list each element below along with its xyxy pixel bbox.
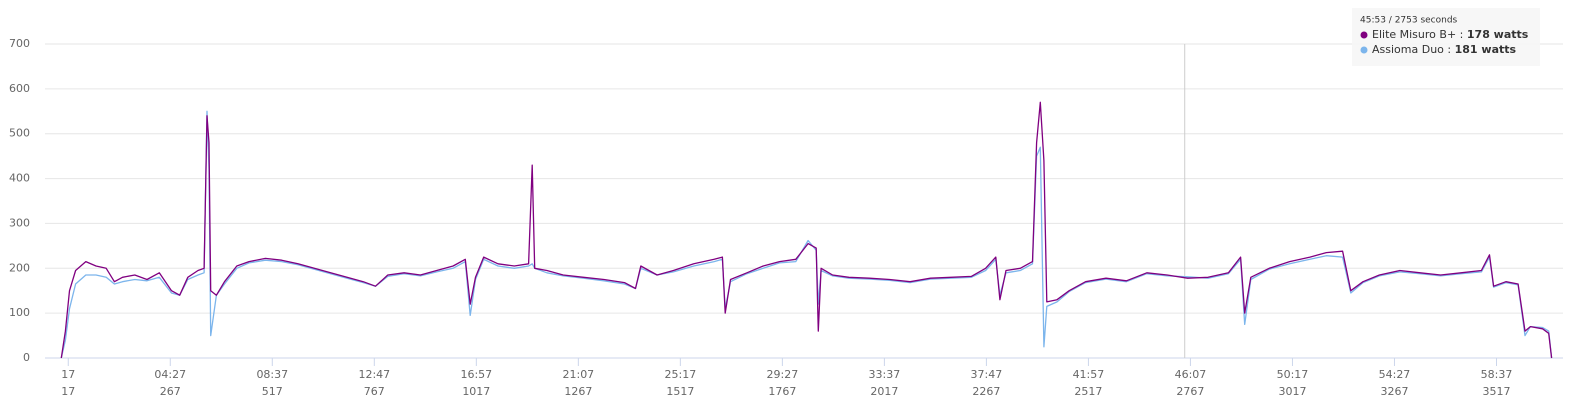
x-tick-label: 12:47 <box>358 368 390 381</box>
x-tick-seconds-label: 3517 <box>1482 385 1510 398</box>
x-tick-label: 33:37 <box>869 368 901 381</box>
y-tick-label: 0 <box>23 351 30 364</box>
tooltip-dot <box>1360 46 1368 54</box>
x-tick-label: 54:27 <box>1379 368 1411 381</box>
series-line <box>60 110 1553 359</box>
x-tick-label: 50:17 <box>1277 368 1309 381</box>
x-tick-seconds-label: 2267 <box>972 385 1000 398</box>
x-tick-label: 08:37 <box>256 368 288 381</box>
x-tick-seconds-label: 17 <box>61 385 75 398</box>
x-tick-seconds-label: 3267 <box>1380 385 1408 398</box>
x-tick-seconds-label: 767 <box>364 385 385 398</box>
y-tick-label: 300 <box>9 216 30 229</box>
x-tick-seconds-label: 1017 <box>462 385 490 398</box>
x-tick-label: 41:57 <box>1073 368 1105 381</box>
tooltip: 45:53 / 2753 seconds Elite Misuro B+ : 17… <box>1352 8 1540 66</box>
x-tick-seconds-label: 3017 <box>1278 385 1306 398</box>
y-tick-label: 100 <box>9 306 30 319</box>
x-tick-label: 25:17 <box>665 368 697 381</box>
x-tick-seconds-label: 2517 <box>1074 385 1102 398</box>
x-tick-label: 37:47 <box>971 368 1003 381</box>
tooltip-dot <box>1360 31 1368 39</box>
x-tick-seconds-label: 1767 <box>768 385 796 398</box>
x-tick-seconds-label: 2017 <box>870 385 898 398</box>
x-tick-label: 17 <box>61 368 75 381</box>
x-tick-seconds-label: 517 <box>262 385 283 398</box>
x-tick-seconds-label: 2767 <box>1176 385 1204 398</box>
tooltip-text: 181 watts <box>1455 43 1517 56</box>
tooltip-text: Elite Misuro B+ <box>1372 28 1456 41</box>
x-tick-label: 46:07 <box>1175 368 1207 381</box>
y-tick-label: 400 <box>9 172 30 185</box>
tooltip-row: Assioma Duo : 181 watts <box>1372 43 1517 56</box>
tooltip-title: 45:53 / 2753 seconds <box>1360 16 1458 26</box>
y-tick-label: 600 <box>9 82 30 95</box>
tooltip-text: Assioma Duo <box>1372 43 1444 56</box>
y-tick-label: 200 <box>9 261 30 274</box>
x-tick-seconds-label: 1517 <box>666 385 694 398</box>
x-tick-label: 58:37 <box>1481 368 1513 381</box>
x-tick-label: 29:27 <box>767 368 799 381</box>
x-tick-seconds-label: 267 <box>160 385 181 398</box>
tooltip-text: : <box>1447 43 1451 56</box>
x-tick-label: 21:07 <box>562 368 594 381</box>
x-tick-label: 16:57 <box>460 368 492 381</box>
x-tick-seconds-label: 1267 <box>564 385 592 398</box>
tooltip-text: : <box>1460 28 1464 41</box>
tooltip-row: Elite Misuro B+ : 178 watts <box>1372 28 1529 41</box>
y-tick-label: 500 <box>9 127 30 140</box>
tooltip-text: 178 watts <box>1467 28 1529 41</box>
x-tick-label: 04:27 <box>154 368 186 381</box>
y-tick-label: 700 <box>9 37 30 50</box>
tooltip-box <box>1352 8 1540 66</box>
series-line <box>60 101 1553 359</box>
